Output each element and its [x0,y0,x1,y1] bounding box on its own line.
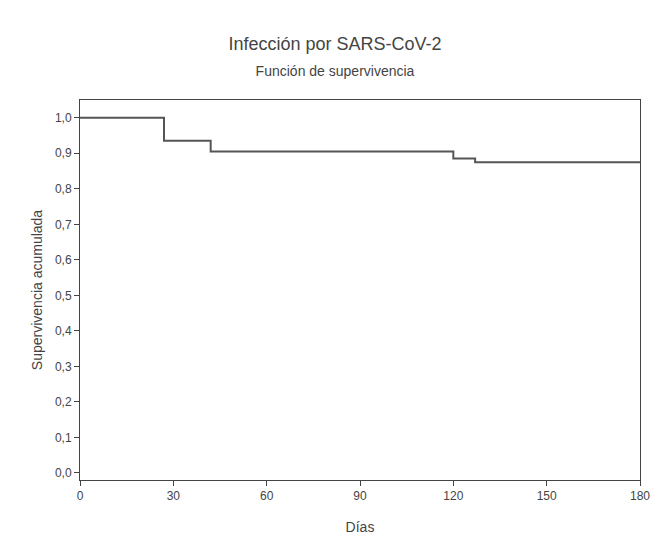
svg-text:0,1: 0,1 [55,431,72,445]
svg-text:Función de supervivencia: Función de supervivencia [256,63,415,79]
svg-text:150: 150 [537,489,557,503]
svg-text:Infección por SARS-CoV-2: Infección por SARS-CoV-2 [228,34,441,54]
svg-text:0,0: 0,0 [55,466,72,480]
svg-text:30: 30 [167,489,181,503]
svg-text:0,6: 0,6 [55,253,72,267]
svg-text:90: 90 [353,489,367,503]
svg-text:120: 120 [443,489,463,503]
svg-text:0,8: 0,8 [55,182,72,196]
svg-text:180: 180 [630,489,650,503]
svg-text:0: 0 [77,489,84,503]
svg-text:0,9: 0,9 [55,146,72,160]
svg-text:1,0: 1,0 [55,111,72,125]
svg-text:Días: Días [346,519,375,535]
svg-text:Supervivencia acumulada: Supervivencia acumulada [29,210,45,371]
svg-text:0,5: 0,5 [55,289,72,303]
svg-text:0,2: 0,2 [55,395,72,409]
svg-text:0,3: 0,3 [55,360,72,374]
svg-text:60: 60 [260,489,274,503]
svg-text:0,4: 0,4 [55,324,72,338]
svg-text:0,7: 0,7 [55,218,72,232]
